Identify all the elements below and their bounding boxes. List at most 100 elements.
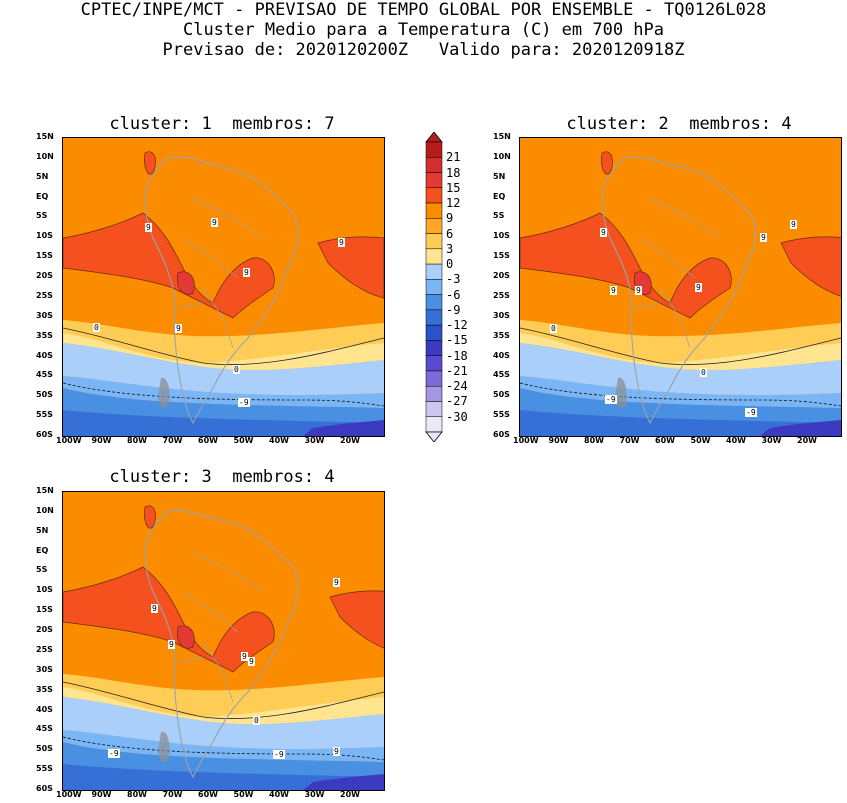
lat-tick-label: 30S bbox=[36, 664, 53, 674]
colorbar-segment bbox=[425, 202, 443, 219]
contour-label: 0 bbox=[233, 365, 240, 374]
lat-tick-label: 45S bbox=[36, 370, 53, 380]
contour-label: 0 bbox=[700, 368, 707, 377]
contour-label: 9 bbox=[695, 283, 702, 292]
lat-tick-label: 15N bbox=[36, 132, 54, 141]
colorbar-label: -12 bbox=[446, 318, 468, 333]
lon-tick-label: 80W bbox=[584, 436, 604, 445]
colorbar bbox=[424, 131, 444, 443]
contour-label: 9 bbox=[760, 233, 767, 242]
zero-isotherm-line bbox=[520, 327, 841, 366]
map-panel-cluster-2: 9 9 9 9 9 9 0 0 -9 -9 bbox=[519, 137, 842, 437]
temperature-band bbox=[63, 697, 384, 749]
lon-tick-label: 30W bbox=[761, 436, 782, 445]
lon-tick-label: 80W bbox=[127, 436, 147, 445]
country-border bbox=[202, 287, 234, 349]
colorbar-label: 12 bbox=[446, 196, 461, 211]
lon-tick-label: 30W bbox=[304, 790, 325, 799]
lat-tick-label: 20S bbox=[493, 271, 510, 281]
temperature-band bbox=[63, 687, 384, 725]
lat-tick-label: 15S bbox=[36, 605, 53, 615]
colorbar-segment bbox=[425, 263, 443, 280]
colorbar-segment bbox=[425, 324, 443, 341]
warm-contour-region bbox=[329, 590, 384, 649]
colorbar-label: -3 bbox=[446, 272, 461, 287]
lat-tick-label: 15S bbox=[493, 251, 510, 261]
colorbar-segment bbox=[425, 172, 443, 189]
lat-tick-label: EQ bbox=[36, 191, 49, 201]
colorbar-segment bbox=[425, 218, 443, 234]
header-line-1: CPTEC/INPE/MCT - PREVISAO DE TEMPO GLOBA… bbox=[80, 0, 767, 20]
lon-tick-label: 100W bbox=[56, 436, 82, 445]
lon-tick-label: 40W bbox=[269, 790, 289, 799]
lat-tick-label: 10S bbox=[493, 231, 510, 241]
colorbar-max-arrow bbox=[425, 131, 443, 143]
temperature-band bbox=[520, 410, 841, 436]
country-border bbox=[639, 237, 696, 279]
temperature-band bbox=[760, 420, 841, 436]
country-border bbox=[192, 197, 264, 239]
panel-2-title: cluster: 2 membros: 4 bbox=[566, 114, 792, 134]
lon-tick-label: 70W bbox=[619, 436, 640, 445]
colorbar-label: 3 bbox=[446, 241, 454, 256]
temperature-band bbox=[63, 492, 384, 691]
warm-contour-region bbox=[780, 236, 841, 297]
colorbar-segment bbox=[425, 233, 443, 250]
temperature-band bbox=[303, 774, 384, 790]
colorbar-segment bbox=[425, 294, 443, 311]
lat-tick-label: 30S bbox=[493, 310, 510, 320]
colorbar-label: 18 bbox=[446, 165, 461, 180]
lat-tick-label: 45S bbox=[493, 370, 510, 380]
colorbar-segment bbox=[425, 141, 443, 158]
lat-tick-label: 10N bbox=[36, 151, 54, 161]
contour-label: 9 bbox=[175, 324, 182, 333]
lon-tick-label: 90W bbox=[91, 436, 112, 445]
lat-tick-label: 5S bbox=[36, 211, 48, 221]
zero-isotherm-line bbox=[63, 681, 384, 720]
country-border bbox=[192, 551, 264, 593]
header-line-3: Previsao de: 2020120200Z Valido para: 20… bbox=[162, 40, 685, 60]
lat-tick-label: 15N bbox=[36, 486, 54, 495]
contour-label: 0 bbox=[93, 323, 100, 332]
lat-tick-label: 15N bbox=[493, 132, 511, 141]
continent-coastline bbox=[601, 156, 756, 425]
colorbar-segment bbox=[425, 385, 443, 402]
panel-1-title: cluster: 1 membros: 7 bbox=[109, 114, 335, 134]
contour-label: 9 bbox=[248, 657, 255, 666]
colorbar-label: -27 bbox=[446, 394, 468, 409]
colorbar-label: -21 bbox=[446, 363, 468, 378]
header-line-2: Cluster Medio para a Temperatura (C) em … bbox=[182, 20, 665, 40]
contour-label: -9 bbox=[745, 408, 757, 417]
temperature-band bbox=[63, 764, 384, 790]
contour-label: -9 bbox=[238, 398, 250, 407]
map-panel-cluster-3: 9 9 9 9 9 9 0 -9 -9 bbox=[62, 491, 385, 791]
country-border bbox=[182, 591, 239, 633]
warm-contour-region bbox=[177, 625, 195, 649]
temperature-band bbox=[520, 343, 841, 395]
colorbar-segment bbox=[425, 248, 443, 265]
lat-tick-label: 55S bbox=[493, 410, 510, 420]
lon-tick-label: 70W bbox=[162, 436, 183, 445]
temperature-band bbox=[63, 138, 384, 337]
lat-tick-label: 45S bbox=[36, 724, 53, 734]
lat-tick-label: 50S bbox=[493, 390, 510, 400]
lon-tick-label: 90W bbox=[548, 436, 569, 445]
lon-tick-label: 40W bbox=[269, 436, 289, 445]
lat-tick-label: 50S bbox=[36, 744, 53, 754]
lon-tick-label: 60W bbox=[198, 790, 218, 799]
colorbar-label: -15 bbox=[446, 333, 468, 348]
temperature-band bbox=[63, 674, 384, 717]
map-panel-cluster-1: 9 9 9 9 9 0 0 -9 bbox=[62, 137, 385, 437]
colorbar-label: 6 bbox=[446, 226, 454, 241]
patagonia-landmass bbox=[158, 731, 170, 763]
colorbar-label: 21 bbox=[446, 150, 461, 165]
lat-tick-label: 35S bbox=[493, 330, 510, 340]
patagonia-landmass bbox=[615, 377, 627, 409]
contour-label: 9 bbox=[600, 228, 607, 237]
country-border bbox=[182, 237, 239, 279]
contour-label: 0 bbox=[253, 716, 260, 725]
colorbar-segment bbox=[425, 416, 443, 433]
contour-label: -9 bbox=[605, 395, 617, 404]
minus-nine-isotherm-line bbox=[63, 382, 384, 407]
lon-tick-label: 50W bbox=[233, 790, 254, 799]
